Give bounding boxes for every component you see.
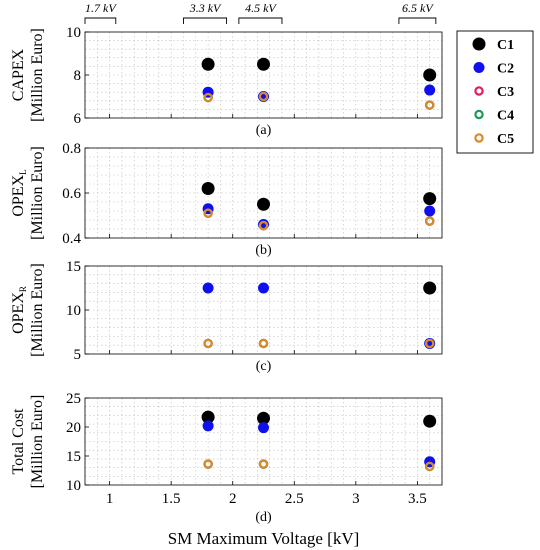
y-axis-label: OPEXR [10, 286, 28, 334]
y-axis-label-main: CAPEX [10, 48, 27, 101]
data-point-c1 [201, 182, 215, 195]
subplot-2: 0.4 0.6 0.8 OPEXL [Million Euro] (b) [10, 141, 443, 258]
y-tick-label: 0.8 [62, 141, 81, 157]
legend-marker-c5 [474, 133, 484, 143]
data-point-c5 [203, 92, 213, 103]
y-tick-label: 5 [74, 347, 82, 363]
y-axis-label-subscript: R [18, 286, 28, 292]
legend-label: C2 [497, 62, 514, 77]
legend-marker-c2 [473, 62, 485, 73]
grid [84, 32, 443, 118]
x-tick-label: 2.5 [285, 491, 304, 507]
data-point-c5 [424, 100, 435, 110]
data-point-c1 [423, 192, 437, 206]
data-point-c2 [258, 282, 269, 294]
y-axis-label-main: OPEX [10, 292, 27, 334]
x-tick-label: 2 [229, 491, 237, 507]
data-point-c1 [201, 410, 215, 424]
data-point-c2 [424, 84, 436, 96]
data-point-c5 [258, 338, 269, 349]
subplot-caption: (d) [255, 510, 272, 525]
x-axis-label: SM Maximum Voltage [kV] [168, 529, 360, 548]
data-point-c2 [202, 282, 214, 294]
data-point-c1 [257, 411, 270, 425]
x-axis-ticks: 1 1.5 2 2.5 3 3.5 [106, 491, 427, 507]
voltage-bracket [84, 17, 117, 24]
data-point-c5 [258, 220, 269, 231]
voltage-bracket [398, 17, 437, 24]
data-point-c5 [203, 338, 213, 349]
x-tick-label: 3.5 [408, 491, 427, 507]
subplot-3: 5 10 15 OPEXR [Million Euro] (c) [10, 259, 443, 374]
grid [84, 398, 443, 485]
y-tick-label: 0.4 [62, 231, 81, 247]
y-tick-label: 15 [66, 259, 81, 275]
x-tick-label: 3 [352, 491, 360, 507]
y-tick-label: 10 [66, 25, 81, 41]
y-tick-label: 15 [66, 449, 81, 465]
data-point-c2 [424, 205, 436, 217]
plot-frame [84, 397, 443, 486]
y-axis-unit-label: [Million Euro] [29, 263, 46, 357]
y-tick-label: 20 [66, 420, 81, 436]
y-axis-label: OPEXL [10, 169, 28, 216]
y-tick-label: 0.6 [62, 186, 81, 202]
y-axis-unit-label: [Million Euro] [29, 146, 46, 240]
legend-box [456, 30, 534, 154]
y-axis-label-main: Total Cost [10, 408, 27, 475]
subplot-caption: (c) [256, 359, 272, 374]
data-point-c1 [423, 68, 437, 82]
y-axis-unit-label: [Million Euro] [29, 395, 46, 489]
subplot-caption: (a) [256, 123, 272, 138]
legend-marker-c3 [474, 86, 484, 96]
legend-label: C3 [497, 85, 514, 100]
data-point-c5 [258, 459, 269, 469]
y-axis-label-main: OPEX [10, 174, 27, 216]
data-point-c2 [202, 420, 214, 432]
voltage-bracket [183, 17, 228, 24]
data-point-c1 [257, 57, 270, 71]
legend-label: C1 [497, 38, 514, 53]
y-axis-unit-label: [Million Euro] [29, 28, 46, 122]
subplot-1: 6 8 10 CAPEX [Million Euro] (a) [10, 25, 443, 138]
data-point-c1 [423, 414, 437, 428]
y-axis-label-subscript: L [18, 169, 28, 175]
legend: C1 C2 C3 C4 C5 [456, 30, 534, 154]
subplot-4: 10 15 20 25 Total Cost [Million Euro] (d) [10, 391, 443, 525]
legend-label: C5 [497, 132, 514, 147]
voltage-label: 6.5 kV [402, 1, 434, 15]
x-tick-label: 1.5 [162, 491, 181, 507]
voltage-label: 3.3 kV [189, 1, 222, 15]
data-point-c5 [424, 461, 435, 472]
y-tick-label: 25 [66, 391, 81, 407]
voltage-label: 1.7 kV [85, 1, 117, 15]
y-tick-label: 8 [74, 68, 82, 84]
grid [84, 266, 443, 354]
legend-label: C4 [497, 109, 514, 124]
data-point-c5 [424, 338, 435, 349]
y-tick-label: 6 [74, 111, 82, 127]
subplot-caption: (b) [255, 243, 272, 258]
y-axis-label: CAPEX [10, 48, 27, 101]
data-point-c5 [203, 459, 213, 469]
data-point-c5 [258, 91, 269, 102]
plot-frame [84, 31, 443, 119]
legend-marker-c1 [472, 37, 486, 51]
y-tick-label: 10 [66, 478, 81, 494]
data-point-c2 [258, 422, 269, 434]
data-point-c5 [424, 216, 435, 226]
legend-marker-c4 [474, 109, 484, 120]
voltage-labels: 1.7 kV 3.3 kV 4.5 kV 6.5 kV [84, 1, 437, 24]
x-tick-label: 1 [106, 491, 114, 507]
data-point-c5 [203, 208, 213, 218]
y-tick-label: 10 [66, 303, 81, 319]
data-point-c1 [257, 197, 270, 211]
data-point-c1 [201, 57, 215, 71]
voltage-label: 4.5 kV [245, 1, 277, 15]
grid [84, 148, 443, 238]
voltage-bracket [238, 17, 283, 24]
data-point-c1 [423, 281, 437, 295]
y-axis-label: Total Cost [10, 408, 27, 475]
